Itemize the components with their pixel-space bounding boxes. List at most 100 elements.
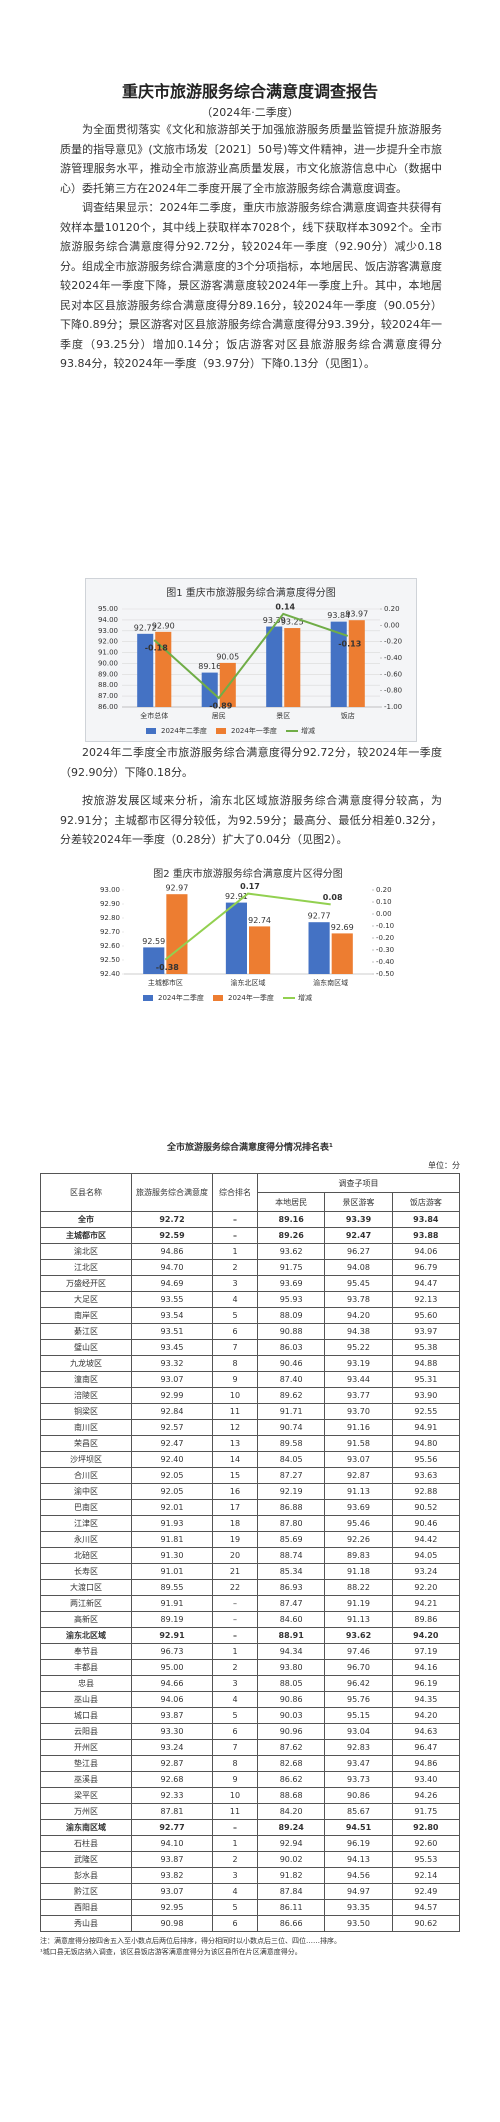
table-cell: 92.01 bbox=[131, 1499, 213, 1516]
note: ¹城口县无饭店纳入调查，该区县饭店游客满意度得分为该区县所在片区满意度得分。 bbox=[40, 1948, 302, 1956]
table-cell: 92.14 bbox=[391, 1867, 461, 1884]
table-cell: 渝东北区域 bbox=[40, 1627, 132, 1644]
table-cell: 8 bbox=[212, 1755, 258, 1772]
table-cell: 92.55 bbox=[391, 1403, 461, 1420]
table-cell: 93.44 bbox=[324, 1371, 393, 1388]
bar bbox=[143, 947, 165, 974]
table-cell: 高新区 bbox=[40, 1611, 132, 1628]
table-cell: 石柱县 bbox=[40, 1835, 132, 1852]
table-cell: 1 bbox=[212, 1243, 258, 1260]
table-row: 全市 92.72–89.16 93.39 93.84 bbox=[40, 1211, 461, 1228]
table-cell: 9 bbox=[212, 1771, 258, 1788]
table-unit: 单位：分 bbox=[428, 1161, 460, 1170]
table-cell: – bbox=[212, 1819, 258, 1836]
table-cell: 93.30 bbox=[131, 1723, 213, 1740]
table-cell: 87.47 bbox=[256, 1595, 326, 1612]
table-cell: 5 bbox=[212, 1307, 258, 1324]
table-cell: 合川区 bbox=[40, 1467, 132, 1484]
table-cell: 5 bbox=[212, 1707, 258, 1724]
table-cell: 巴南区 bbox=[40, 1499, 132, 1516]
bar bbox=[137, 633, 154, 707]
y-tick-label: 88.00 bbox=[98, 681, 118, 689]
table-cell: 巫山县 bbox=[40, 1691, 132, 1708]
table-cell: 96.79 bbox=[391, 1259, 461, 1276]
table-cell: 93.63 bbox=[391, 1467, 461, 1484]
table-cell: 94.26 bbox=[391, 1787, 461, 1804]
x-tick-label: 居民 bbox=[212, 712, 226, 720]
data-label: 92.91 bbox=[225, 892, 248, 901]
table-cell: 90.52 bbox=[391, 1499, 461, 1516]
table-cell: 93.35 bbox=[324, 1899, 393, 1916]
table-cell: 84.20 bbox=[256, 1803, 326, 1820]
table-cell: 潼南区 bbox=[40, 1371, 132, 1388]
table-cell: 94.86 bbox=[391, 1755, 461, 1772]
table-row: 长寿区 91.01 21 85.34 91.18 93.24 bbox=[40, 1563, 461, 1580]
table-cell: 93.73 bbox=[324, 1771, 393, 1788]
y-tick-label: 92.50 bbox=[100, 956, 120, 964]
table-cell: 85.67 bbox=[324, 1803, 393, 1820]
table-row: 丰都县 95.00 2 93.80 96.70 94.16 bbox=[40, 1659, 461, 1676]
table-cell: 92.60 bbox=[391, 1835, 461, 1852]
table-cell: 89.16 bbox=[256, 1211, 326, 1228]
table-row: 开州区 93.24 7 87.62 92.83 96.47 bbox=[40, 1739, 461, 1756]
table-cell: 94.10 bbox=[131, 1835, 213, 1852]
table-cell: 96.19 bbox=[324, 1835, 393, 1852]
table-cell: 95.46 bbox=[324, 1515, 393, 1532]
data-label: -0.89 bbox=[209, 702, 232, 711]
table-cell: 94.20 bbox=[391, 1627, 461, 1644]
table-cell: 酉阳县 bbox=[40, 1899, 132, 1916]
data-label: 90.05 bbox=[216, 652, 239, 661]
header-cell: 本地居民 bbox=[256, 1192, 326, 1212]
data-label: -0.13 bbox=[338, 639, 361, 648]
table-cell: 璧山区 bbox=[40, 1339, 132, 1356]
table-row: 潼南区 93.07 9 87.40 93.44 95.31 bbox=[40, 1371, 461, 1388]
table-cell: 奉节县 bbox=[40, 1643, 132, 1660]
table-cell: 85.69 bbox=[256, 1531, 326, 1548]
table-row: 渝东北区域 92.91–88.91 93.62 94.20 bbox=[40, 1627, 461, 1644]
table-row: 荣昌区 92.47 13 89.58 91.58 94.80 bbox=[40, 1435, 461, 1452]
x-tick-label: 主城都市区 bbox=[148, 978, 183, 987]
table-cell: 92.47 bbox=[131, 1435, 213, 1452]
table-cell: 7 bbox=[212, 1739, 258, 1756]
y2-tick-label: 0.00 bbox=[384, 621, 400, 629]
legend-label: 增减 bbox=[298, 993, 312, 1002]
table-row: 两江新区 91.91–87.47 91.19 94.21 bbox=[40, 1595, 461, 1612]
table-cell: 93.84 bbox=[391, 1211, 461, 1228]
table-cell: 黔江区 bbox=[40, 1883, 132, 1900]
line bbox=[153, 612, 349, 700]
table-cell: 永川区 bbox=[40, 1531, 132, 1548]
table-cell: 5 bbox=[212, 1899, 258, 1916]
header-cell: 调查子项目 bbox=[257, 1173, 460, 1193]
table-cell: 92.83 bbox=[324, 1739, 393, 1756]
table-row: 江北区 94.70 2 91.75 94.08 96.79 bbox=[40, 1259, 461, 1276]
table-cell: 95.93 bbox=[256, 1291, 326, 1308]
table-cell: 1 bbox=[212, 1835, 258, 1852]
y2-tick-label: -0.20 bbox=[376, 934, 394, 942]
legend-label: 2024年一季度 bbox=[231, 726, 277, 735]
table-cell: 89.86 bbox=[391, 1611, 461, 1628]
table-cell: 91.91 bbox=[131, 1595, 213, 1612]
table-cell: 90.86 bbox=[324, 1787, 393, 1804]
table-cell: 92.94 bbox=[256, 1835, 326, 1852]
table-cell: 92.95 bbox=[131, 1899, 213, 1916]
y2-tick-label: -0.10 bbox=[376, 922, 394, 930]
table-row: 合川区 92.05 15 87.27 92.87 93.63 bbox=[40, 1467, 461, 1484]
table-cell: 垫江县 bbox=[40, 1755, 132, 1772]
bar bbox=[331, 933, 353, 974]
table-row: 云阳县 93.30 6 90.96 93.04 94.63 bbox=[40, 1723, 461, 1740]
table-cell: 6 bbox=[212, 1723, 258, 1740]
table-cell: 93.40 bbox=[391, 1771, 461, 1788]
table-cell: 91.71 bbox=[256, 1403, 326, 1420]
table-cell: 21 bbox=[212, 1563, 258, 1580]
table-cell: 11 bbox=[212, 1403, 258, 1420]
data-label: 92.97 bbox=[165, 884, 188, 893]
data-label: 0.08 bbox=[323, 893, 343, 902]
table-cell: 4 bbox=[212, 1291, 258, 1308]
table-row: 江津区 91.93 18 87.80 95.46 90.46 bbox=[40, 1515, 461, 1532]
table-cell: 89.83 bbox=[324, 1547, 393, 1564]
table-cell: 86.93 bbox=[256, 1579, 326, 1596]
y-tick-label: 86.00 bbox=[98, 703, 118, 711]
y2-tick-label: 0.00 bbox=[376, 910, 392, 918]
data-label: 92.59 bbox=[142, 937, 165, 946]
data-label: 0.14 bbox=[275, 602, 295, 611]
